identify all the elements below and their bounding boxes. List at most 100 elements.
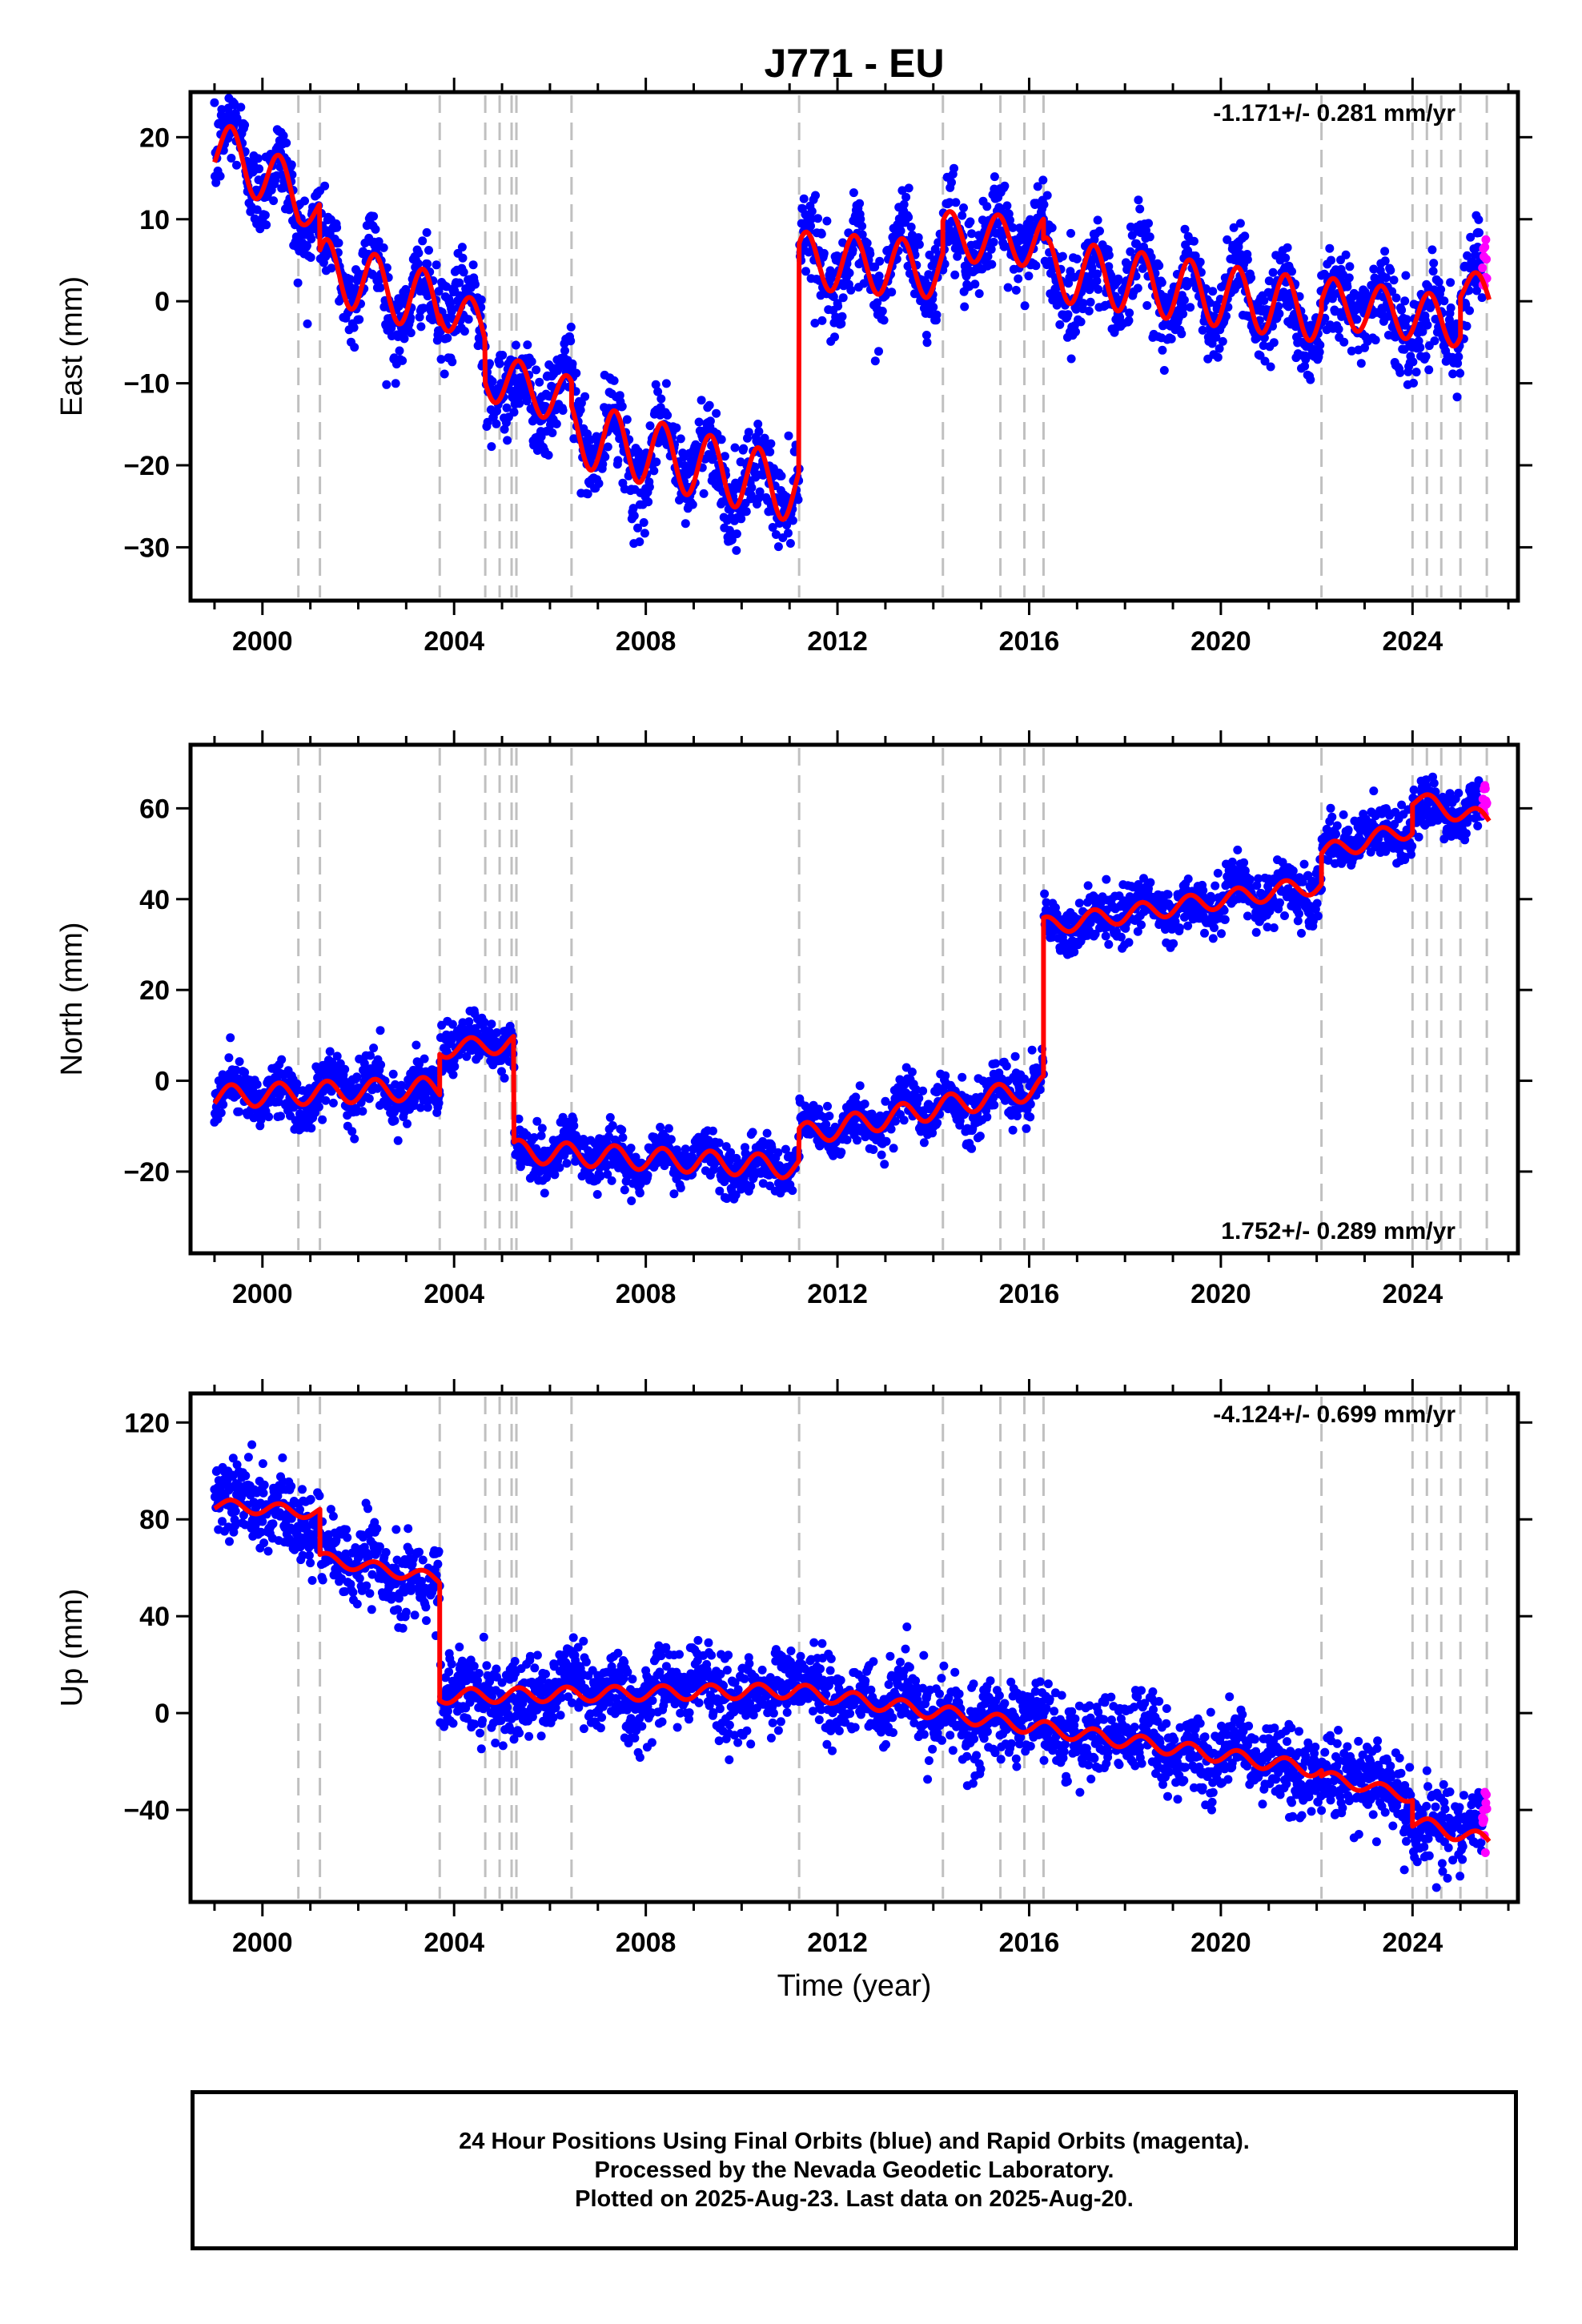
north-data-points: [210, 772, 1492, 1205]
east-final-point: [676, 434, 685, 444]
north-final-point: [825, 1112, 834, 1121]
east-final-point: [535, 377, 544, 387]
east-final-point: [413, 259, 423, 268]
east-final-point: [1462, 321, 1472, 331]
east-final-point: [1047, 223, 1057, 232]
east-final-point: [622, 415, 632, 424]
east-final-point: [1222, 312, 1231, 321]
north-final-point: [375, 1026, 385, 1035]
east-final-point: [1408, 357, 1418, 367]
east-final-point: [857, 230, 867, 239]
east-final-point: [765, 447, 775, 456]
east-final-point: [355, 315, 364, 324]
east-final-point: [382, 380, 391, 389]
east-final-point: [760, 433, 769, 443]
east-final-point: [958, 211, 967, 220]
east-final-point: [656, 394, 666, 404]
east-final-point: [848, 245, 857, 255]
east-final-point: [1474, 215, 1484, 224]
east-final-point: [746, 490, 756, 500]
east-final-point: [732, 545, 741, 555]
east-final-point: [1087, 263, 1097, 272]
east-final-point: [914, 239, 924, 249]
north-final-point: [1163, 890, 1173, 899]
east-final-point: [459, 267, 468, 277]
figure-title: J771 - EU: [764, 41, 944, 86]
east-final-point: [986, 244, 996, 254]
east-final-point: [945, 198, 954, 207]
east-final-point: [782, 521, 792, 530]
north-final-point: [975, 1132, 985, 1141]
north-final-point: [1183, 875, 1193, 883]
north-final-point: [1102, 875, 1111, 884]
east-y-tick-label: 20: [139, 123, 170, 153]
east-final-point: [1380, 247, 1390, 256]
north-event-lines: [297, 748, 1488, 1250]
north-final-point: [1299, 859, 1309, 869]
north-final-point: [412, 1040, 421, 1050]
north-final-point: [366, 1051, 375, 1060]
east-final-point: [906, 223, 916, 231]
north-final-point: [364, 1094, 374, 1104]
east-final-point: [460, 327, 469, 336]
east-final-point: [904, 212, 913, 222]
north-final-point: [307, 1124, 316, 1133]
east-final-point: [421, 284, 431, 293]
east-final-point: [455, 278, 464, 287]
north-final-point: [328, 1098, 338, 1108]
east-final-point: [754, 427, 764, 436]
east-final-point: [1042, 191, 1052, 200]
east-final-point: [694, 417, 704, 427]
east-final-point: [282, 139, 291, 147]
east-final-point: [1014, 274, 1023, 283]
east-x-tick-label: 2000: [232, 626, 293, 657]
east-final-point: [1125, 308, 1134, 318]
north-final-point: [592, 1190, 602, 1199]
east-final-point: [1178, 309, 1188, 319]
north-final-point: [1083, 881, 1093, 891]
east-final-point: [897, 186, 907, 195]
north-final-point: [762, 1128, 772, 1138]
east-final-point: [773, 542, 783, 552]
east-final-point: [801, 267, 810, 276]
east-final-point: [929, 303, 938, 312]
east-final-point: [705, 400, 714, 410]
east-x-tick-label: 2024: [1382, 626, 1443, 657]
east-final-point: [1218, 336, 1227, 346]
east-final-point: [1092, 276, 1102, 286]
east-final-point: [663, 411, 673, 420]
north-final-point: [562, 1159, 572, 1168]
north-final-point: [536, 1131, 546, 1140]
east-final-point: [1003, 283, 1013, 292]
east-final-point: [788, 516, 797, 525]
east-x-tick-label: 2008: [616, 626, 677, 657]
east-rapid-point: [1481, 235, 1491, 244]
east-final-point: [1446, 278, 1456, 287]
east-final-point: [1411, 368, 1421, 377]
east-final-point: [287, 160, 296, 170]
north-final-point: [224, 1053, 234, 1063]
north-final-point: [1217, 929, 1226, 939]
east-final-point: [879, 316, 889, 325]
east-final-point: [300, 196, 309, 206]
north-final-point: [881, 1136, 891, 1146]
east-final-point: [1259, 296, 1269, 305]
east-final-point: [959, 203, 968, 212]
east-final-point: [699, 489, 709, 498]
east-final-point: [468, 260, 478, 270]
east-final-point: [970, 279, 980, 289]
east-final-point: [498, 351, 508, 360]
east-final-point: [1283, 243, 1292, 252]
east-final-point: [1126, 247, 1135, 256]
east-final-point: [1134, 195, 1143, 205]
east-final-point: [1071, 304, 1081, 314]
east-final-point: [1454, 352, 1464, 361]
east-final-point: [1093, 215, 1102, 225]
east-final-point: [509, 408, 519, 417]
east-final-point: [629, 511, 639, 521]
east-final-point: [1381, 273, 1391, 283]
east-final-point: [583, 489, 592, 499]
east-final-point: [1268, 267, 1278, 277]
north-final-point: [350, 1134, 359, 1144]
